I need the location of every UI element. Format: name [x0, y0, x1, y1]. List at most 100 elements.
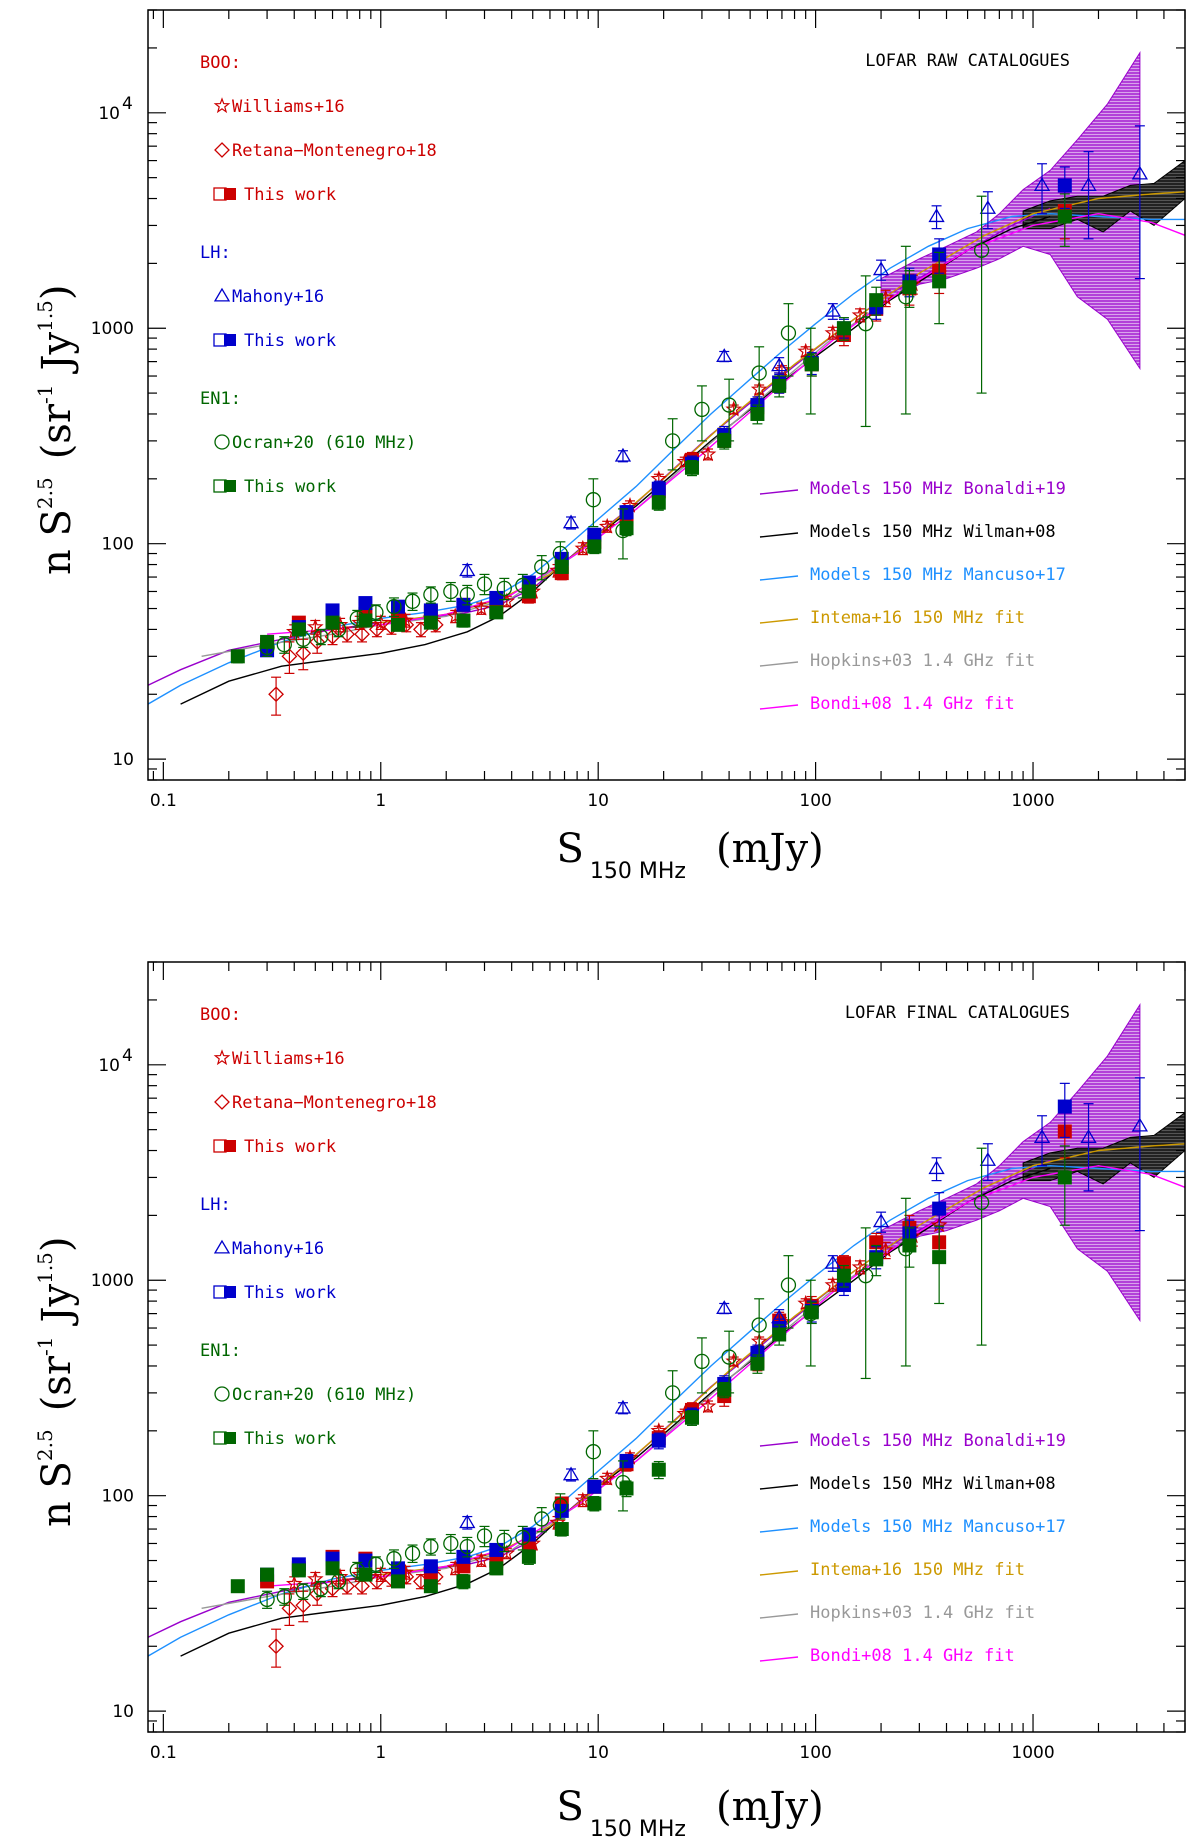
- legend-entry-label: Mahony+16: [232, 1239, 324, 1259]
- data-point: [295, 645, 312, 662]
- data-point: [716, 1300, 733, 1314]
- data-point: [521, 1549, 536, 1564]
- data-point: [390, 617, 405, 632]
- data-point: [562, 514, 580, 529]
- data-point: [276, 636, 292, 653]
- data-point: [1057, 1170, 1072, 1185]
- y-tick-label: 100: [102, 535, 134, 555]
- legend-entry-label: Mahony+16: [232, 287, 324, 307]
- y-tick-label: 1000: [91, 319, 134, 339]
- legend-marker-filled-square: [224, 480, 236, 492]
- legend-entry-label: Williams+16: [232, 1049, 345, 1069]
- data-point: [771, 357, 788, 372]
- chart-title: LOFAR FINAL CATALOGUES: [845, 1003, 1070, 1023]
- legend-marker: [214, 434, 230, 450]
- data-point: [587, 539, 602, 554]
- legend-marker-filled-square: [224, 1140, 236, 1152]
- legend-entry-label: Ocran+20 (610 MHz): [232, 433, 416, 453]
- data-point: [902, 280, 917, 295]
- data-point: [325, 603, 340, 618]
- data-point: [928, 1160, 945, 1175]
- data-point: [515, 1529, 531, 1546]
- x-tick-label: 0.1: [150, 1743, 177, 1763]
- legend-marker-filled-square: [224, 1286, 236, 1298]
- x-tick-label: 100: [799, 791, 831, 811]
- data-point: [1057, 209, 1072, 224]
- legend-marker: [213, 97, 231, 114]
- legend-left: BOO: Williams+16 Retana−Montenegro+18 This …: [200, 1005, 437, 1449]
- data-point: [386, 599, 402, 615]
- data-point: [614, 447, 632, 462]
- data-point: [459, 586, 475, 603]
- data-point: [614, 1399, 632, 1414]
- legend-line-sample: [759, 1570, 799, 1576]
- data-point: [772, 1327, 787, 1342]
- legend-line-sample: [759, 661, 799, 667]
- data-point: [230, 1579, 245, 1594]
- series-retana-montenegro-18: [268, 616, 444, 716]
- x-tick-label: 1000: [1011, 1743, 1054, 1763]
- x-axis-label: S 150 MHz (mJy): [557, 826, 824, 884]
- data-point: [281, 1600, 298, 1617]
- data-point: [230, 649, 245, 664]
- data-point: [552, 1497, 569, 1514]
- plot-area: [148, 50, 1185, 716]
- data-point: [459, 1514, 476, 1529]
- x-tick-label: 100: [799, 1743, 831, 1763]
- legend-line-sample: [759, 1613, 799, 1619]
- chart-title: LOFAR RAW CATALOGUES: [865, 51, 1070, 71]
- legend-line-sample: [759, 1527, 799, 1533]
- data-point: [836, 1268, 851, 1283]
- data-point: [851, 1258, 869, 1275]
- y-tick-label: 10: [98, 1056, 120, 1076]
- data-point: [902, 1238, 917, 1253]
- data-point: [456, 1574, 471, 1589]
- data-point: [368, 1556, 384, 1573]
- data-point: [554, 559, 569, 574]
- data-point: [443, 1535, 459, 1552]
- legend-entry-label: This work: [244, 331, 336, 351]
- legend-right: Models 150 MHz Bonaldi+19 Models 150 MHz …: [759, 1431, 1066, 1666]
- data-point: [268, 686, 285, 703]
- legend-marker: [213, 287, 231, 302]
- data-point: [562, 1466, 580, 1481]
- data-point: [699, 1397, 717, 1414]
- data-point: [928, 208, 945, 223]
- data-point: [358, 1567, 373, 1582]
- data-point: [489, 590, 504, 605]
- data-point: [858, 316, 874, 332]
- x-tick-label: 1000: [1011, 791, 1054, 811]
- data-point: [313, 1581, 329, 1597]
- data-point: [496, 580, 512, 597]
- y-tick-label: 10: [112, 750, 134, 770]
- legend-group-label: EN1:: [200, 1341, 241, 1361]
- y-axis-label: n S2.5(sr-1Jy1.5): [33, 284, 80, 575]
- series-en1-this-work: [230, 193, 1072, 664]
- y-tick-label: 1000: [91, 1271, 134, 1291]
- legend-line-sample: [759, 1656, 799, 1662]
- series-en1-this-work: [230, 1145, 1072, 1594]
- legend-model-label: Models 150 MHz Wilman+08: [810, 522, 1056, 542]
- legend-entry-label: This work: [244, 1429, 336, 1449]
- data-point: [534, 1511, 550, 1527]
- series-mahony-16: [459, 125, 1148, 578]
- data-point: [979, 1152, 997, 1166]
- x-tick-label: 1: [375, 791, 386, 811]
- data-point: [1033, 177, 1051, 191]
- data-point: [1080, 1129, 1097, 1143]
- data-point: [585, 1444, 601, 1460]
- data-point: [780, 1277, 797, 1293]
- data-point: [554, 1522, 569, 1537]
- data-point: [717, 1382, 732, 1397]
- y-tick-label: 10: [98, 104, 120, 124]
- data-point: [423, 603, 438, 618]
- legend-model-label: Models 150 MHz Bonaldi+19: [810, 1431, 1066, 1451]
- data-point: [664, 1385, 681, 1401]
- y-axis-label: n S2.5(sr-1Jy1.5): [33, 1236, 80, 1527]
- data-point: [598, 1469, 616, 1486]
- data-point: [295, 1583, 311, 1599]
- data-point: [824, 1254, 841, 1269]
- legend-model-label: Intema+16 150 MHz fit: [810, 1560, 1025, 1580]
